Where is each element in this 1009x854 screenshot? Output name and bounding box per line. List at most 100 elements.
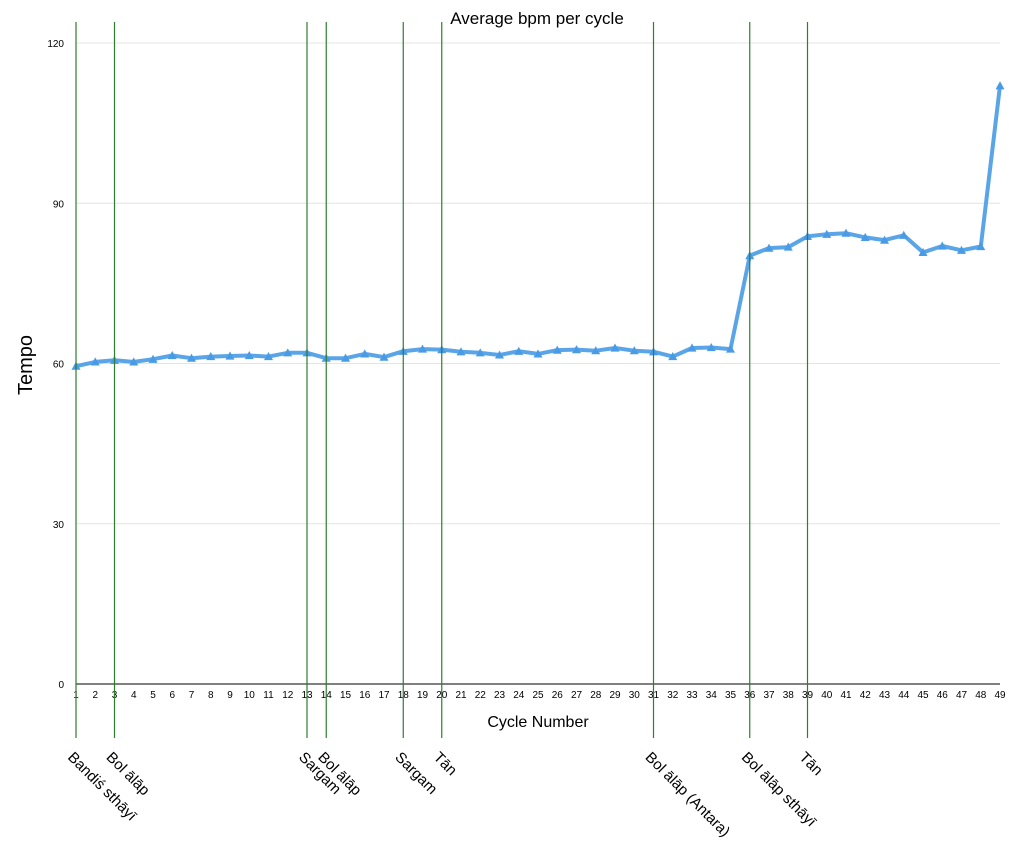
data-point-marker xyxy=(360,349,370,358)
x-tick-label: 34 xyxy=(706,690,718,701)
data-point-marker xyxy=(533,349,543,358)
x-tick-label: 8 xyxy=(208,690,214,701)
data-point-marker xyxy=(456,347,466,356)
x-tick-label: 10 xyxy=(244,690,256,701)
data-point-marker xyxy=(591,346,601,355)
x-tick-label: 32 xyxy=(667,690,679,701)
x-tick-label: 30 xyxy=(629,690,641,701)
x-tick-label: 38 xyxy=(783,690,795,701)
section-label: Tān xyxy=(430,749,460,779)
x-tick-label: 43 xyxy=(879,690,891,701)
x-tick-label: 21 xyxy=(455,690,467,701)
y-tick-label: 0 xyxy=(58,680,64,691)
data-point-marker xyxy=(475,348,485,357)
data-point-marker xyxy=(957,245,966,254)
x-tick-label: 49 xyxy=(994,690,1006,701)
chart-title: Average bpm per cycle xyxy=(450,9,624,28)
x-tick-label: 11 xyxy=(263,690,274,701)
data-point-marker xyxy=(552,345,562,354)
data-point-marker xyxy=(264,352,273,361)
data-point-marker xyxy=(764,243,774,252)
data-point-marker xyxy=(341,353,350,362)
x-tick-label: 15 xyxy=(340,690,352,701)
data-point-marker xyxy=(687,343,697,352)
data-point-marker xyxy=(283,348,293,357)
x-tick-label: 45 xyxy=(917,690,929,701)
x-tick-label: 44 xyxy=(898,690,910,701)
data-point-marker xyxy=(418,344,427,353)
data-point-marker xyxy=(726,344,735,353)
x-tick-label: 12 xyxy=(282,690,294,701)
section-label: Tān xyxy=(796,749,826,779)
x-tick-label: 35 xyxy=(725,690,737,701)
x-tick-label: 25 xyxy=(532,690,544,701)
data-point-marker xyxy=(495,350,504,359)
x-tick-label: 9 xyxy=(227,690,233,701)
x-tick-label: 24 xyxy=(513,690,525,701)
data-point-marker xyxy=(206,352,216,361)
y-tick-label: 60 xyxy=(53,360,65,371)
x-tick-label: 48 xyxy=(975,690,987,701)
data-point-marker xyxy=(937,241,947,250)
x-tick-label: 29 xyxy=(609,690,621,701)
data-point-marker xyxy=(129,357,139,366)
x-tick-label: 28 xyxy=(590,690,602,701)
y-tick-labels: 0 30 60 90 120 xyxy=(47,39,64,691)
x-tick-label: 41 xyxy=(840,690,852,701)
grid-layer xyxy=(76,42,1000,685)
data-point-marker xyxy=(148,354,158,363)
data-point-marker xyxy=(899,230,909,239)
data-point-marker xyxy=(918,247,928,256)
tempo-series-line xyxy=(74,83,1002,369)
x-tick-label: 23 xyxy=(494,690,506,701)
y-tick-label: 30 xyxy=(53,520,65,531)
data-point-marker xyxy=(706,342,716,352)
x-tick-label: 26 xyxy=(552,690,564,701)
data-point-marker xyxy=(167,350,177,360)
x-tick-label: 42 xyxy=(860,690,872,701)
x-tick-label: 2 xyxy=(92,690,98,701)
x-tick-label: 5 xyxy=(150,690,156,701)
x-tick-label: 47 xyxy=(956,690,968,701)
x-tick-label: 16 xyxy=(359,690,371,701)
x-tick-label: 33 xyxy=(686,690,698,701)
data-point-marker xyxy=(187,353,196,362)
x-tick-label: 7 xyxy=(189,690,195,701)
data-point-marker xyxy=(668,352,678,361)
section-label: Bol ālāp (Antara) xyxy=(642,749,734,841)
x-axis-title: Cycle Number xyxy=(487,714,589,731)
x-tick-label: 37 xyxy=(763,690,775,701)
x-tick-label: 22 xyxy=(475,690,487,701)
data-point-marker xyxy=(629,346,639,355)
x-tick-label: 46 xyxy=(937,690,949,701)
x-tick-label: 6 xyxy=(169,690,175,701)
data-point-marker xyxy=(244,350,254,360)
x-tick-label: 17 xyxy=(378,690,390,701)
data-point-marker xyxy=(90,357,100,366)
data-point-marker xyxy=(379,352,389,361)
data-point-marker xyxy=(995,81,1005,90)
x-tick-labels: 1234567891011121314151617181920212223242… xyxy=(73,690,1006,701)
data-point-marker xyxy=(976,242,986,251)
data-point-marker xyxy=(514,346,524,355)
data-point-marker xyxy=(880,235,889,244)
x-tick-label: 40 xyxy=(821,690,833,701)
series-layer xyxy=(71,81,1005,370)
data-point-marker xyxy=(860,232,870,242)
y-tick-label: 90 xyxy=(53,199,65,210)
y-axis-title: Tempo xyxy=(15,335,37,395)
data-point-marker xyxy=(822,229,832,238)
data-point-marker xyxy=(225,351,235,360)
section-lines-layer xyxy=(75,22,809,738)
data-point-marker xyxy=(783,242,793,251)
x-tick-label: 27 xyxy=(571,690,583,701)
data-point-marker xyxy=(841,228,851,237)
x-tick-label: 4 xyxy=(131,690,137,701)
data-point-marker xyxy=(572,345,581,354)
x-tick-label: 19 xyxy=(417,690,429,701)
y-tick-label: 120 xyxy=(47,39,64,50)
data-point-marker xyxy=(610,343,620,352)
